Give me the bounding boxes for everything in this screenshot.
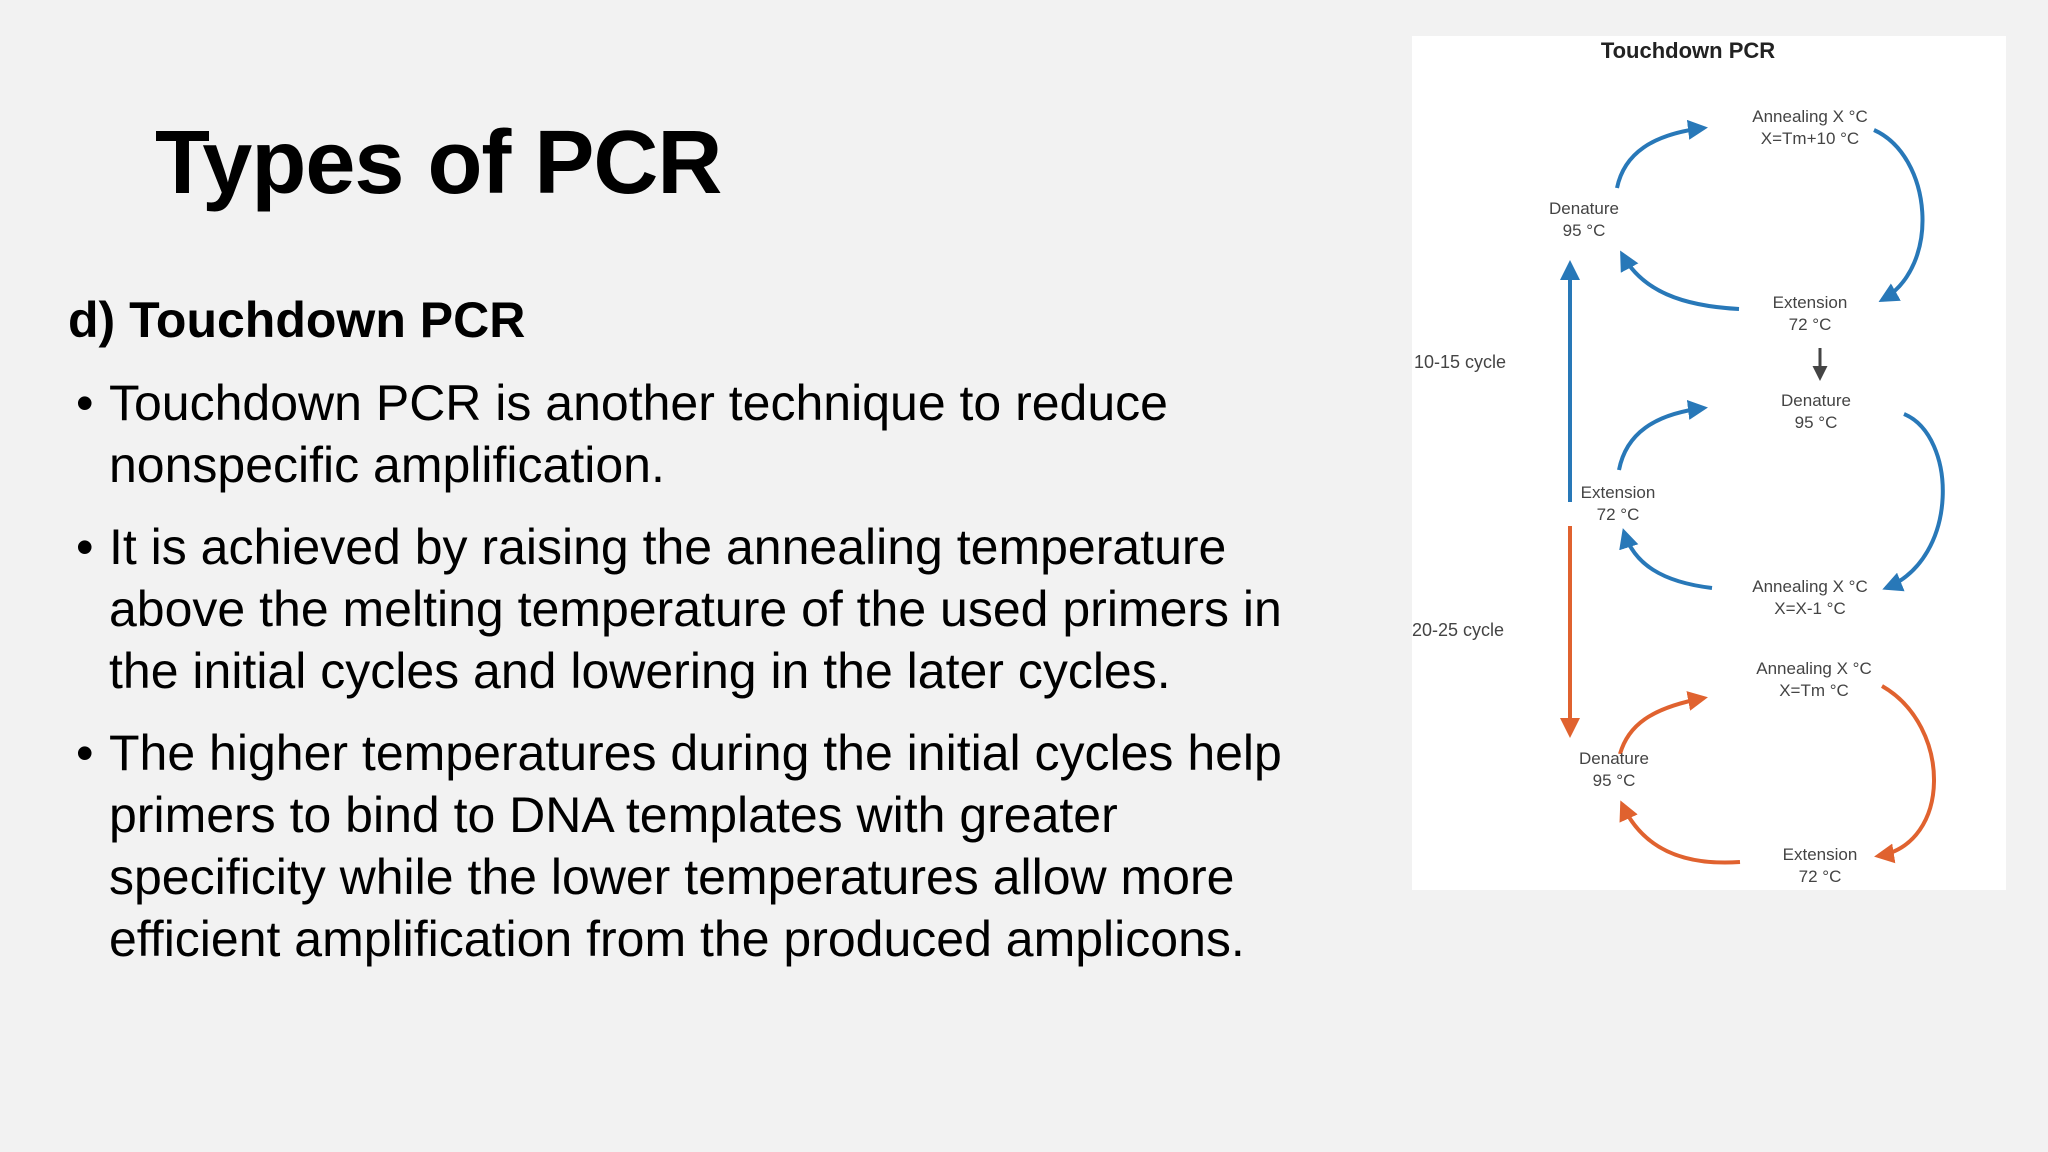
bullet-text-line: specificity while the lower temperatures… bbox=[109, 849, 1235, 905]
cycle3-arc-denature-to-annealing bbox=[1618, 691, 1708, 755]
bullet-text-line: efficient amplification from the produce… bbox=[109, 911, 1245, 967]
cycle3-extension-label: Extension bbox=[1783, 845, 1858, 864]
cycle3-annealing-formula: X=Tm °C bbox=[1779, 681, 1849, 700]
cycle1-extension-label: Extension bbox=[1773, 293, 1848, 312]
bullet-text-line: Touchdown PCR is another technique to re… bbox=[109, 375, 1168, 431]
cycle2-arc-denature-to-annealing bbox=[1882, 412, 1945, 592]
bullet-text-line: above the melting temperature of the use… bbox=[109, 581, 1282, 637]
bullet-text-line: primers to bind to DNA templates with gr… bbox=[109, 787, 1118, 843]
cycle1-extension-temp: 72 °C bbox=[1789, 315, 1832, 334]
bullet-dot-icon: • bbox=[76, 725, 94, 781]
bullet-text-line: The higher temperatures during the initi… bbox=[109, 725, 1282, 781]
pcr-cycle-diagram: Touchdown PCR Annealing X °C X=Tm+10 °C … bbox=[1412, 38, 1945, 886]
section-subheading: d) Touchdown PCR bbox=[68, 292, 526, 348]
bullet-text-line: the initial cycles and lowering in the l… bbox=[109, 643, 1171, 699]
cycle3-denature-temp: 95 °C bbox=[1593, 771, 1636, 790]
bullet-dot-icon: • bbox=[76, 375, 94, 431]
cycle3-annealing-label: Annealing X °C bbox=[1756, 659, 1871, 678]
cycle2-annealing-formula: X=X-1 °C bbox=[1774, 599, 1846, 618]
cycle2-arc-extension-to-denature bbox=[1617, 399, 1708, 471]
bullet-list: • Touchdown PCR is another technique to … bbox=[76, 372, 1376, 990]
cycle3-arc-annealing-to-extension bbox=[1874, 684, 1936, 864]
cycle1-denature-label: Denature bbox=[1549, 199, 1619, 218]
bullet-text-line: nonspecific amplification. bbox=[109, 437, 665, 493]
cycle3-arc-extension-to-denature bbox=[1619, 800, 1741, 865]
touchdown-pcr-diagram: Touchdown PCR Annealing X °C X=Tm+10 °C … bbox=[1412, 36, 2006, 890]
cycle1-annealing-label: Annealing X °C bbox=[1752, 107, 1867, 126]
bullet-item: • It is achieved by raising the annealin… bbox=[76, 516, 1376, 702]
cycle3-denature-label: Denature bbox=[1579, 749, 1649, 768]
cycle-count-top-label: 10-15 cycle bbox=[1414, 352, 1506, 372]
cycle1-annealing-formula: X=Tm+10 °C bbox=[1761, 129, 1859, 148]
cycle1-arc-denature-to-annealing bbox=[1615, 119, 1708, 189]
bullet-dot-icon: • bbox=[76, 519, 94, 575]
diagram-title: Touchdown PCR bbox=[1601, 38, 1775, 63]
cycle3-extension-temp: 72 °C bbox=[1799, 867, 1842, 886]
bullet-item: • Touchdown PCR is another technique to … bbox=[76, 372, 1376, 496]
bullet-item: • The higher temperatures during the ini… bbox=[76, 722, 1376, 970]
cycle1-arc-extension-to-denature bbox=[1620, 250, 1740, 311]
slide-title: Types of PCR bbox=[155, 113, 722, 213]
cycle2-denature-label: Denature bbox=[1781, 391, 1851, 410]
cycle2-extension-temp: 72 °C bbox=[1597, 505, 1640, 524]
cycle-count-bottom-label: 20-25 cycle bbox=[1412, 620, 1504, 640]
bullet-text-line: It is achieved by raising the annealing … bbox=[109, 519, 1227, 575]
cycle1-denature-temp: 95 °C bbox=[1563, 221, 1606, 240]
cycle1-arc-annealing-to-extension bbox=[1873, 128, 1925, 302]
cycle2-annealing-label: Annealing X °C bbox=[1752, 577, 1867, 596]
cycle2-denature-temp: 95 °C bbox=[1795, 413, 1838, 432]
cycle2-arc-annealing-to-extension bbox=[1619, 528, 1713, 590]
cycle2-extension-label: Extension bbox=[1581, 483, 1656, 502]
